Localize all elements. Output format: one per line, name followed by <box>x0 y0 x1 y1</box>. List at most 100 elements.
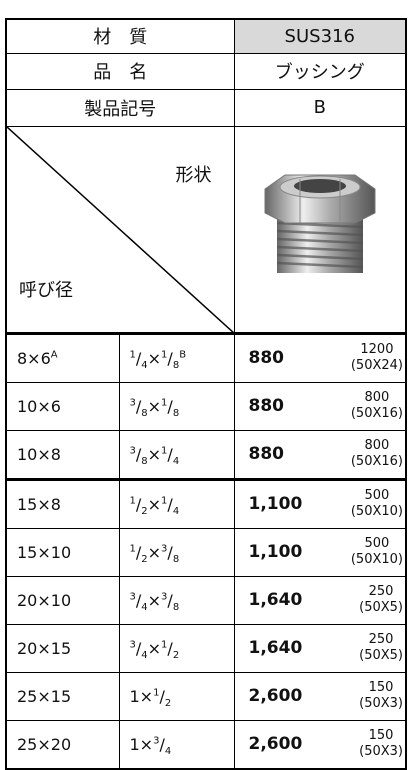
price: 1,100 <box>248 494 303 514</box>
price-cell: 1,100 500 (50X10) <box>233 477 407 529</box>
size-inch: 1/4×1/8B <box>118 331 235 383</box>
size-inch-text: 1/2×1/4 <box>129 494 180 517</box>
price-wrap: 2,600 150 (50X3) <box>235 728 406 760</box>
data-row: 25×20 1×3/4 2,600 150 (50X3) <box>5 719 407 769</box>
price-wrap: 880 800 (50X16) <box>235 438 406 470</box>
size-inch: 1×1/2 <box>118 671 235 721</box>
image-cell <box>233 125 407 334</box>
price-cell: 1,640 250 (50X5) <box>233 623 407 673</box>
size-mm: 25×15 <box>5 671 120 721</box>
price-cell: 1,640 250 (50X5) <box>233 575 407 625</box>
size-mm-text: 10×8 <box>17 444 61 464</box>
product-image <box>264 174 376 273</box>
qty: 500 <box>364 488 390 503</box>
price-cell: 880 800 (50X16) <box>233 381 407 431</box>
price-cell: 880 1200 (50X24) <box>233 331 407 383</box>
pack: (50X10) <box>350 504 403 519</box>
size-mm-text: 20×10 <box>17 590 72 610</box>
price: 2,600 <box>248 686 303 706</box>
quantity: 150 (50X3) <box>359 680 403 712</box>
qty: 500 <box>364 536 390 551</box>
size-inch: 1/2×3/8 <box>118 527 235 577</box>
qty: 150 <box>368 728 394 743</box>
size-inch-text: 3/4×1/2 <box>129 638 180 661</box>
price: 880 <box>248 444 285 464</box>
price-cell: 880 800 (50X16) <box>233 429 407 480</box>
note: A <box>50 349 58 361</box>
size-inch: 3/4×1/2 <box>118 623 235 673</box>
qty: 250 <box>368 584 394 599</box>
name-label: 品 名 <box>5 52 235 90</box>
size-inch-text: 1/4×1/8 <box>129 348 180 371</box>
size-inch-text: 1/2×3/8 <box>129 542 180 565</box>
data-row: 10×6 3/8×1/8 880 800 (50X16) <box>5 381 407 431</box>
pack: (50X24) <box>350 358 403 373</box>
size-inch-text: 3/8×1/8 <box>129 396 180 419</box>
price-wrap: 1,100 500 (50X10) <box>235 536 406 568</box>
pack: (50X10) <box>350 552 403 567</box>
size-mm-text: 15×8 <box>17 494 61 514</box>
quantity: 1200 (50X24) <box>351 342 403 374</box>
data-row: 8×6A 1/4×1/8B 880 1200 (50X24) <box>5 331 407 383</box>
price: 2,600 <box>248 734 303 754</box>
size-mm: 15×10 <box>5 527 120 577</box>
size-inch: 1/2×1/4 <box>118 477 235 529</box>
shape-label: 形状 <box>175 164 212 186</box>
size-mm-text: 20×15 <box>17 638 72 658</box>
size-mm-text: 15×10 <box>17 542 72 562</box>
size-inch: 3/4×3/8 <box>118 575 235 625</box>
size-mm-text: 25×15 <box>17 686 72 706</box>
pack: (50X16) <box>350 454 403 469</box>
material: SUS316 <box>233 18 407 54</box>
size-inch: 3/8×1/8 <box>118 381 235 431</box>
size-mm: 10×8 <box>5 429 120 480</box>
quantity: 250 (50X5) <box>359 584 403 616</box>
size-inch-text: 3/8×1/4 <box>129 444 180 467</box>
quantity: 500 (50X10) <box>351 488 403 520</box>
size-mm: 20×10 <box>5 575 120 625</box>
size-mm-text: 25×20 <box>17 734 72 754</box>
material-label: 材 質 <box>5 18 235 54</box>
size-mm-text: 8×6 <box>17 348 51 368</box>
price-cell: 2,600 150 (50X3) <box>233 719 407 769</box>
size-mm: 8×6A <box>5 331 120 383</box>
price-wrap: 880 800 (50X16) <box>235 390 406 422</box>
size-mm: 25×20 <box>5 719 120 769</box>
size-mm: 20×15 <box>5 623 120 673</box>
price-wrap: 1,100 500 (50X10) <box>235 488 406 520</box>
size-inch-text: 1×3/4 <box>129 734 172 757</box>
price-wrap: 1,640 250 (50X5) <box>235 584 406 616</box>
data-row: 25×15 1×1/2 2,600 150 (50X3) <box>5 671 407 721</box>
spec-table: 材 質 SUS316 品 名ブッシング 製品記号 B 形状 呼び径 8×6A 1/4×… <box>5 18 407 770</box>
price: 1,640 <box>248 590 303 610</box>
size-mm: 10×6 <box>5 381 120 431</box>
price-wrap: 880 1200 (50X24) <box>235 342 406 374</box>
product-name: ブッシング <box>233 52 407 90</box>
price: 880 <box>248 348 285 368</box>
code-label: 製品記号 <box>5 88 235 127</box>
size-inch-text: 3/4×3/8 <box>129 590 180 613</box>
size-mm: 15×8 <box>5 477 120 529</box>
quantity: 250 (50X5) <box>359 632 403 664</box>
diagonal <box>7 126 235 334</box>
size-mm-text: 10×6 <box>17 396 61 416</box>
quantity: 800 (50X16) <box>351 438 403 470</box>
data-row: 10×8 3/8×1/4 880 800 (50X16) <box>5 429 407 480</box>
pack: (50X5) <box>359 648 403 663</box>
price: 880 <box>248 396 285 416</box>
size-inch-text: 1×1/2 <box>129 686 172 709</box>
size-inch: 3/8×1/4 <box>118 429 235 480</box>
price-wrap: 2,600 150 (50X3) <box>235 680 406 712</box>
pack: (50X3) <box>359 696 403 711</box>
price: 1,640 <box>248 638 303 658</box>
qty: 250 <box>368 632 394 647</box>
price-wrap: 1,640 250 (50X5) <box>235 632 406 664</box>
note: B <box>179 349 187 361</box>
qty: 1200 <box>360 342 394 357</box>
qty: 150 <box>368 680 394 695</box>
size-inch: 1×3/4 <box>118 719 235 769</box>
size-label: 呼び径 <box>19 279 73 301</box>
quantity: 150 (50X3) <box>359 728 403 760</box>
data-row: 15×10 1/2×3/8 1,100 500 (50X10) <box>5 527 407 577</box>
pack: (50X3) <box>359 744 403 759</box>
